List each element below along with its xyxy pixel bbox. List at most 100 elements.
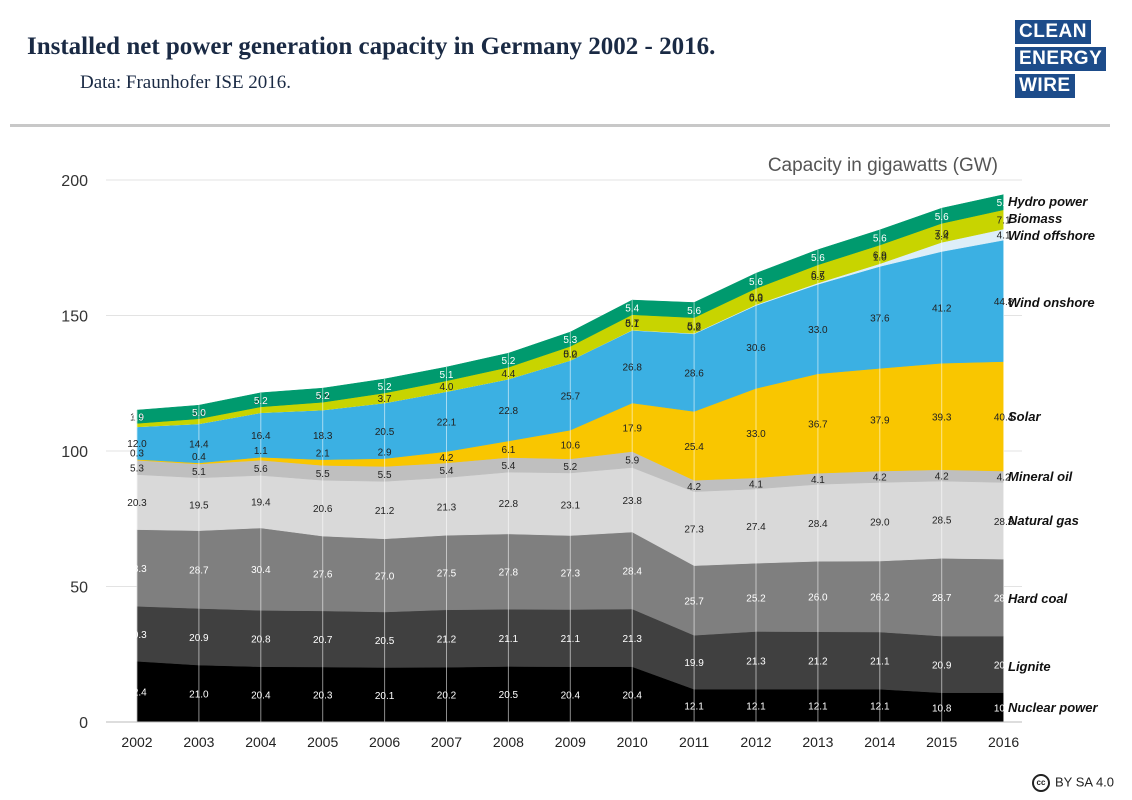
data-label-biomass: 1.9 [192,408,206,419]
data-label-nuclear-power: 21.0 [189,690,209,701]
series-label-hard-coal: Hard coal [1008,591,1068,606]
data-label-wind-onshore: 12.0 [127,439,147,450]
data-label-solar: 4.2 [440,453,454,464]
data-label-biomass: 5.2 [563,349,577,360]
data-label-natural-gas: 27.4 [746,522,766,533]
x-tick-label: 2012 [740,734,771,750]
x-tick-label: 2010 [617,734,648,750]
data-label-wind-offshore: 3.4 [935,231,949,242]
x-tick-label: 2006 [369,734,400,750]
data-label-biomass: 2.2 [254,396,268,407]
data-label-wind-onshore: 25.7 [561,391,581,402]
data-label-nuclear-power: 12.1 [746,702,766,713]
data-label-biomass: 3.7 [378,394,392,405]
data-label-mineral-oil: 4.2 [997,473,1011,484]
data-label-natural-gas: 21.2 [375,506,395,517]
data-label-nuclear-power: 20.4 [561,690,581,701]
data-label-mineral-oil: 4.2 [687,482,701,493]
data-label-biomass: 6.0 [749,293,763,304]
data-label-lignite: 19.9 [684,658,704,669]
data-label-wind-onshore: 26.8 [622,363,642,374]
data-label-solar: 40.4 [994,412,1014,423]
data-label-natural-gas: 27.3 [684,525,704,536]
data-label-biomass: 7.0 [935,229,949,240]
data-label-biomass: 6.7 [811,270,825,281]
data-label-hard-coal: 27.3 [561,569,581,580]
data-label-hard-coal: 30.4 [251,565,271,576]
data-label-wind-onshore: 37.6 [870,313,890,324]
data-label-nuclear-power: 20.4 [251,690,271,701]
logo-line-3: WIRE [1015,74,1075,98]
data-label-lignite: 20.5 [375,636,395,647]
data-label-lignite: 21.1 [499,634,519,645]
x-tick-label: 2014 [864,734,895,750]
data-label-natural-gas: 29.0 [870,518,890,529]
data-label-wind-onshore: 33.0 [808,325,828,336]
data-label-hard-coal: 28.4 [622,567,642,578]
data-label-hydro-power: 5.4 [625,303,639,314]
data-label-natural-gas: 21.3 [437,502,457,513]
data-label-solar: 6.1 [501,445,515,456]
data-label-hydro-power: 5.6 [749,277,763,288]
data-label-natural-gas: 28.4 [808,519,828,530]
data-label-biomass: 4.4 [501,369,515,380]
data-label-hard-coal: 26.0 [808,593,828,604]
data-label-wind-onshore: 18.3 [313,431,333,442]
data-label-solar: 33.0 [746,429,766,440]
data-label-hydro-power: 5.2 [501,356,515,367]
data-label-mineral-oil: 4.2 [873,473,887,484]
data-label-natural-gas: 28.3 [994,517,1014,528]
data-label-nuclear-power: 20.1 [375,691,395,702]
data-label-solar: 17.9 [622,423,642,434]
data-label-wind-onshore: 44.8 [994,297,1014,308]
data-label-mineral-oil: 5.1 [192,467,206,478]
data-label-wind-offshore: 4.1 [997,231,1011,242]
data-label-solar: 0.3 [130,448,144,459]
data-label-hard-coal: 28.7 [189,566,209,577]
data-label-mineral-oil: 5.4 [440,466,454,477]
stacked-area-chart: 0 50 100 150 200 22.4 21.0 20.4 20.3 20.1 20.2 20.5… [61,155,1098,750]
data-label-hydro-power: 5.6 [811,253,825,264]
data-label-natural-gas: 19.4 [251,498,271,509]
data-label-solar: 2.1 [316,449,330,460]
data-label-lignite: 21.2 [808,656,828,667]
data-label-wind-onshore: 41.2 [932,303,952,314]
x-tick-label: 2004 [245,734,276,750]
license-text: BY SA 4.0 [1055,774,1115,790]
header: Installed net power generation capacity … [0,0,1132,130]
data-label-nuclear-power: 12.1 [684,702,704,713]
series-label-wind-onshore: Wind onshore [1008,295,1095,310]
data-label-natural-gas: 20.6 [313,504,333,515]
clean-energy-wire-logo: CLEAN ENERGY WIRE [1015,20,1107,101]
x-tick-label: 2016 [988,734,1019,750]
data-label-mineral-oil: 5.6 [254,464,268,475]
data-label-hard-coal: 28.3 [127,564,147,575]
data-label-lignite: 21.1 [561,634,581,645]
data-label-nuclear-power: 10.8 [932,703,952,714]
data-label-solar: 37.9 [870,416,890,427]
data-label-hydro-power: 5.2 [378,382,392,393]
data-label-biomass: 1.3 [130,412,144,423]
data-label-hard-coal: 28.7 [932,593,952,604]
data-label-solar: 1.1 [254,446,268,457]
y-tick-label: 0 [79,715,88,732]
series-label-mineral-oil: Mineral oil [1008,469,1073,484]
data-label-wind-onshore: 22.1 [437,418,457,429]
header-divider [10,124,1110,127]
x-tick-label: 2003 [183,734,214,750]
data-label-wind-offshore: 1.0 [873,253,887,264]
data-label-natural-gas: 23.8 [622,496,642,507]
data-label-hydro-power: 5.2 [316,391,330,402]
y-tick-label: 150 [61,309,88,326]
data-label-wind-offshore: 0.1 [625,319,639,330]
data-label-hydro-power: 4.9 [130,413,144,424]
data-label-biomass: 4.0 [440,382,454,393]
data-label-hydro-power: 5.2 [254,396,268,407]
data-label-lignite: 21.3 [746,656,766,667]
data-label-biomass: 7.1 [997,215,1011,226]
data-label-hard-coal: 27.6 [313,569,333,580]
series-label-solar: Solar [1008,409,1041,424]
x-tick-label: 2005 [307,734,338,750]
page-title: Installed net power generation capacity … [27,33,716,60]
x-tick-label: 2002 [121,734,152,750]
